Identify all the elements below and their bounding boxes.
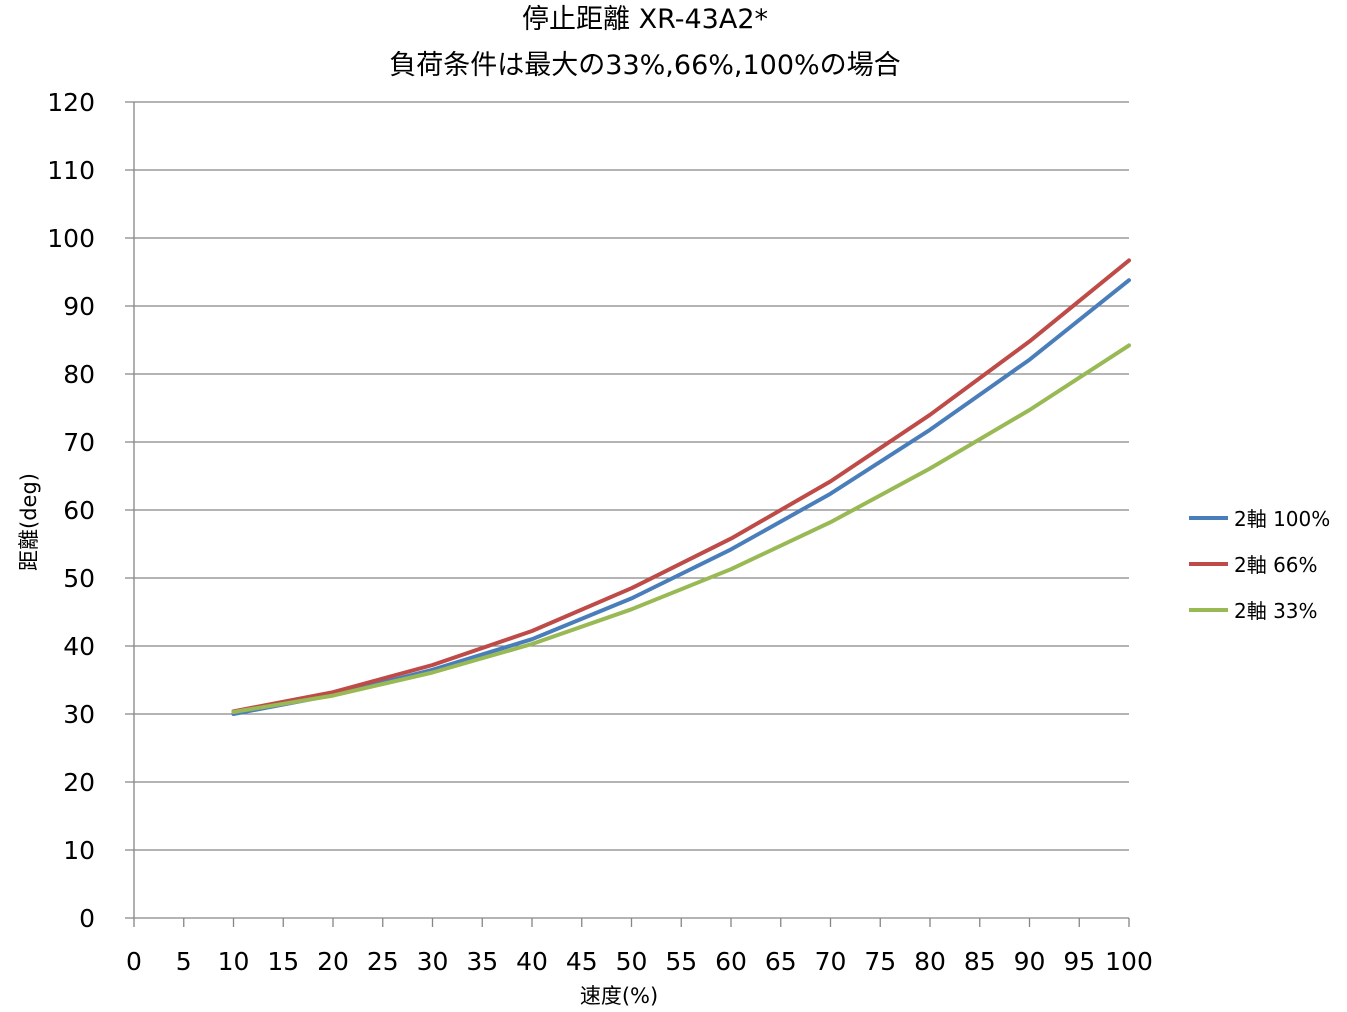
x-tick-label: 55 — [665, 947, 697, 976]
series-line-1 — [231, 278, 1131, 716]
x-tick-label: 85 — [964, 947, 996, 976]
y-tick-label: 60 — [63, 496, 95, 525]
x-tick-label: 45 — [566, 947, 598, 976]
x-tick-label: 30 — [417, 947, 449, 976]
x-tick-label: 80 — [914, 947, 946, 976]
axes: 0 10 20 30 40 50 60 70 80 90 100 110 120 0 5 10 15 20 25 30… — [47, 88, 1153, 976]
series-lines — [231, 258, 1131, 716]
gridlines — [125, 101, 1129, 919]
x-tick-label: 40 — [516, 947, 548, 976]
y-tick-label: 100 — [47, 224, 95, 253]
legend-label-2: 2軸 66% — [1234, 553, 1318, 577]
y-tick-label: 20 — [63, 768, 95, 797]
legend-label-3: 2軸 33% — [1234, 599, 1318, 623]
y-tick-label: 110 — [47, 156, 95, 185]
x-tick-label: 5 — [176, 947, 192, 976]
x-tick-label: 20 — [317, 947, 349, 976]
chart-title: 停止距離 XR-43A2* — [522, 4, 768, 35]
x-tick-label: 50 — [616, 947, 648, 976]
legend-label-1: 2軸 100% — [1234, 507, 1330, 531]
x-tick-label: 95 — [1063, 947, 1095, 976]
y-tick-label: 10 — [63, 836, 95, 865]
y-tick-label: 120 — [47, 88, 95, 117]
x-tick-label: 100 — [1105, 947, 1153, 976]
chart-subtitle: 負荷条件は最大の33%,66%,100%の場合 — [389, 50, 900, 81]
x-tick-label: 10 — [218, 947, 250, 976]
y-tick-label: 30 — [63, 700, 95, 729]
x-tick-label: 60 — [715, 947, 747, 976]
y-tick-label: 80 — [63, 360, 95, 389]
x-axis-title: 速度(%) — [580, 984, 658, 1008]
y-tick-label: 0 — [79, 904, 95, 933]
legend: 2軸 100% 2軸 66% 2軸 33% — [1189, 507, 1330, 623]
x-tick-label: 90 — [1014, 947, 1046, 976]
x-tick-label: 35 — [466, 947, 498, 976]
y-tick-label: 50 — [63, 564, 95, 593]
series-line-2 — [231, 258, 1131, 714]
y-tick-label: 70 — [63, 428, 95, 457]
x-tick-label: 70 — [815, 947, 847, 976]
x-tick-label: 15 — [267, 947, 299, 976]
y-axis-title: 距離(deg) — [17, 473, 41, 571]
x-tick-label: 25 — [367, 947, 399, 976]
series-line-3 — [231, 343, 1131, 714]
x-tick-label: 65 — [765, 947, 797, 976]
y-tick-label: 40 — [63, 632, 95, 661]
x-tick-label: 75 — [864, 947, 896, 976]
x-tick-label: 0 — [126, 947, 142, 976]
y-tick-label: 90 — [63, 292, 95, 321]
